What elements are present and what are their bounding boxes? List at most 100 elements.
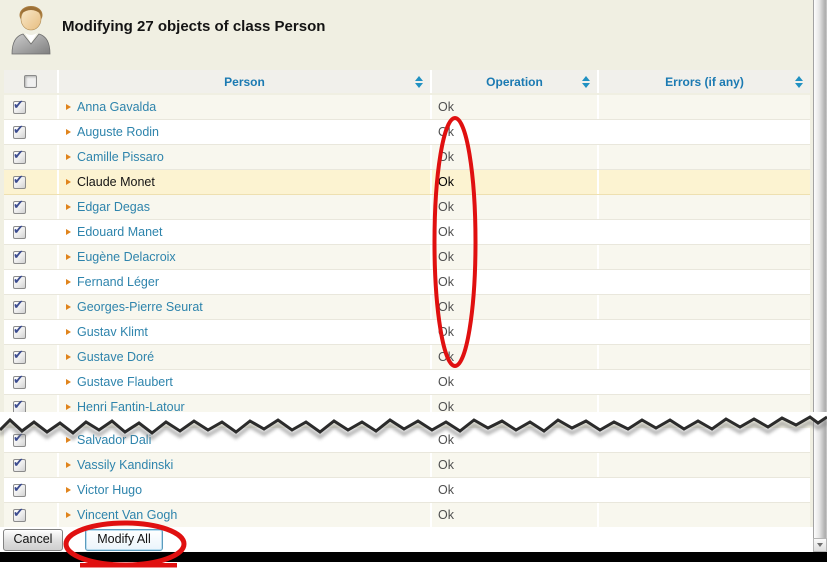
operation-value: Ok [438,458,454,472]
footer: Cancel Modify All [0,527,827,570]
checkmark-icon: ✔ [13,371,24,387]
row-checkbox[interactable]: ✔ [13,371,26,389]
table-row[interactable]: ✔ Gustav Klimt Ok [4,320,810,345]
row-checkbox[interactable]: ✔ [13,171,26,189]
errors-cell [599,95,810,119]
row-checkbox[interactable]: ✔ [13,431,26,447]
table-row[interactable]: ✔ Vincent Van Gogh Ok [4,503,810,528]
checkmark-icon: ✔ [13,396,24,412]
select-all-checkbox[interactable] [24,75,37,88]
table-row[interactable]: ✔ Edgar Degas Ok [4,195,810,220]
person-name[interactable]: Camille Pissaro [77,150,164,164]
table-row[interactable]: ✔ Henri Fantin-Latour Ok [4,395,810,420]
person-cell: Auguste Rodin [59,120,430,144]
vertical-scrollbar[interactable] [813,0,827,552]
person-name[interactable]: Fernand Léger [77,275,160,289]
operation-value: Ok [438,200,454,214]
table-row[interactable]: ✔ Eugène Delacroix Ok [4,245,810,270]
person-name[interactable]: Henri Fantin-Latour [77,400,185,414]
cancel-button[interactable]: Cancel [3,529,63,551]
operation-cell: Ok [432,170,597,194]
row-checkbox[interactable]: ✔ [13,248,26,264]
row-checkbox[interactable]: ✔ [13,481,26,497]
table-row[interactable]: ✔ Gustave Doré Ok [4,345,810,370]
checkmark-icon: ✔ [13,146,24,162]
checkmark-icon: ✔ [13,221,24,237]
row-checkbox[interactable]: ✔ [13,146,26,164]
row-checkbox[interactable]: ✔ [13,121,26,139]
person-name[interactable]: Salvador Dali [77,433,152,447]
operation-cell: Ok [432,120,597,144]
bullet-arrow-icon [66,204,71,210]
operation-value: Ok [438,250,454,264]
person-name[interactable]: Gustave Doré [77,350,155,364]
bullet-arrow-icon [66,437,71,443]
column-header-errors[interactable]: Errors (if any) [599,70,810,93]
person-name[interactable]: Vincent Van Gogh [77,508,178,522]
person-name[interactable]: Edgar Degas [77,200,150,214]
table-row[interactable]: ✔ Victor Hugo Ok [4,478,810,503]
bullet-arrow-icon [66,104,71,110]
row-checkbox[interactable]: ✔ [13,96,26,114]
person-name[interactable]: Georges-Pierre Seurat [77,300,203,314]
row-checkbox-cell: ✔ [4,220,57,244]
modify-all-button[interactable]: Modify All [85,529,163,551]
row-checkbox[interactable]: ✔ [13,504,26,522]
row-checkbox[interactable]: ✔ [13,348,26,364]
bullet-arrow-icon [66,129,71,135]
person-name[interactable]: Edouard Manet [77,225,163,239]
errors-cell [599,145,810,169]
column-header-person[interactable]: Person [59,70,430,93]
person-name[interactable]: Gustav Klimt [77,325,148,339]
select-all-header-cell [4,70,57,93]
operation-value: Ok [438,150,454,164]
row-checkbox[interactable]: ✔ [13,273,26,289]
operation-cell: Ok [432,245,597,269]
row-checkbox-cell: ✔ [4,428,57,452]
person-name[interactable]: Vassily Kandinski [77,458,174,472]
row-checkbox[interactable]: ✔ [13,198,26,214]
row-checkbox-cell: ✔ [4,170,57,194]
column-header-errors-label: Errors (if any) [665,74,744,89]
table-body: ✔ Anna Gavalda Ok ✔ Auguste Rodin [4,95,810,528]
scroll-down-button[interactable] [813,538,827,552]
table-row[interactable]: ✔ Edouard Manet Ok [4,220,810,245]
table-row[interactable]: ✔ Vassily Kandinski Ok [4,453,810,478]
row-checkbox[interactable]: ✔ [13,456,26,472]
row-checkbox-cell: ✔ [4,453,57,477]
person-name[interactable]: Anna Gavalda [77,100,157,114]
table-row[interactable]: ✔ Salvador Dali Ok [4,428,810,453]
operation-value: Ok [438,175,454,189]
person-name[interactable]: Eugène Delacroix [77,250,176,264]
table-row[interactable]: ✔ Camille Pissaro Ok [4,145,810,170]
tear-spacer [4,420,810,428]
row-checkbox[interactable]: ✔ [13,221,26,239]
operation-value: Ok [438,275,454,289]
person-name[interactable]: Auguste Rodin [77,125,160,139]
table-row[interactable]: ✔ Fernand Léger Ok [4,270,810,295]
bullet-arrow-icon [66,487,71,493]
row-checkbox-cell: ✔ [4,320,57,344]
row-checkbox[interactable]: ✔ [13,396,26,414]
table-row[interactable]: ✔ Anna Gavalda Ok [4,95,810,120]
checkmark-icon: ✔ [13,121,24,137]
checkmark-icon: ✔ [13,171,24,187]
table-row[interactable]: ✔ Claude Monet Ok [4,170,810,195]
operation-value: Ok [438,483,454,497]
column-header-operation[interactable]: Operation [432,70,597,93]
operation-value: Ok [438,225,454,239]
table-row[interactable]: ✔ Georges-Pierre Seurat Ok [4,295,810,320]
table-row[interactable]: ✔ Gustave Flaubert Ok [4,370,810,395]
person-name[interactable]: Claude Monet [77,175,155,189]
row-checkbox[interactable]: ✔ [13,323,26,339]
table-row[interactable]: ✔ Auguste Rodin Ok [4,120,810,145]
row-checkbox[interactable]: ✔ [13,298,26,314]
bullet-arrow-icon [66,512,71,518]
operation-value: Ok [438,100,454,114]
person-name[interactable]: Victor Hugo [77,483,143,497]
person-icon [11,6,51,55]
person-name[interactable]: Gustave Flaubert [77,375,173,389]
checkmark-icon: ✔ [13,504,24,520]
checkmark-icon: ✔ [13,96,24,112]
person-cell: Camille Pissaro [59,145,430,169]
